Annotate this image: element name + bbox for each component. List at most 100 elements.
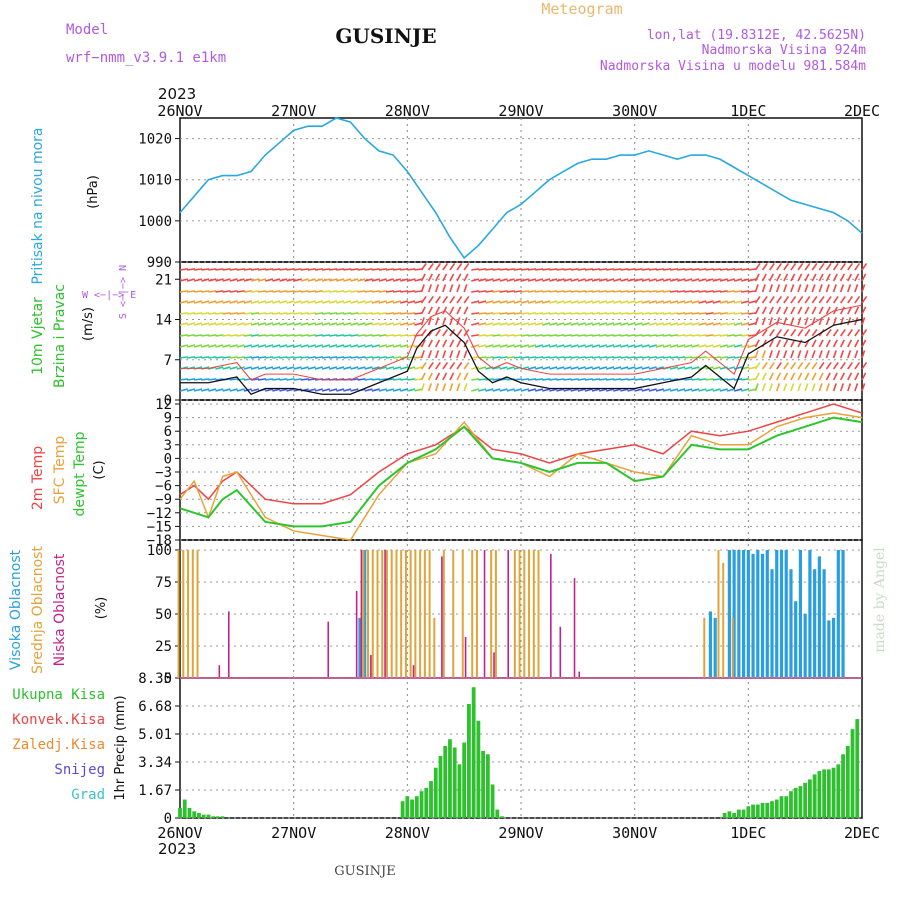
wind-barb [761, 306, 767, 315]
wind-barb [201, 334, 210, 337]
wind-barb [811, 328, 818, 337]
wind-barb [783, 383, 788, 392]
wind-barb [797, 306, 803, 315]
wind-barb [471, 378, 480, 381]
wind-barb [761, 284, 766, 293]
precip-bar [211, 816, 216, 818]
wind-barb [250, 322, 259, 326]
wind-barb [790, 317, 795, 326]
wind-barb [236, 300, 245, 304]
y-tick-label: 1010 [138, 173, 172, 189]
wind-barb [634, 356, 643, 359]
wind-barb [492, 378, 501, 381]
wind-barb [229, 300, 238, 304]
wind-barb [456, 273, 462, 282]
wind-barb [321, 268, 331, 271]
wind-barb [662, 378, 672, 381]
wind-barb [442, 372, 448, 381]
wind-barb [243, 344, 252, 348]
wind-barb [797, 295, 804, 304]
wind-barb [385, 322, 394, 326]
wind-barb [655, 312, 665, 315]
wind-barb [754, 372, 760, 381]
wind-barb [698, 344, 707, 348]
wind-barb [427, 306, 433, 315]
temp-2m-line [179, 403, 863, 505]
wind-barb [343, 388, 352, 392]
precip-bar [826, 769, 831, 818]
wind-barb [527, 344, 537, 348]
precip-legend-conv: Konvek.Kisa [12, 712, 105, 728]
wind-barb [599, 290, 608, 293]
wind-barb [790, 262, 797, 271]
wind-barb [449, 295, 456, 304]
wind-barb [641, 366, 650, 370]
precip-bar [187, 807, 192, 818]
precip-bar [803, 782, 808, 818]
wind-barb [847, 328, 854, 337]
wind-barb [832, 383, 837, 392]
wind-barb [463, 317, 468, 326]
wind-barb [513, 366, 522, 370]
wind-barb [407, 334, 416, 337]
wind-barb [485, 388, 494, 392]
wind-barb [620, 290, 629, 293]
wind-barb [768, 328, 775, 337]
wind-barb [705, 334, 714, 337]
wind-barb [222, 268, 231, 271]
wind-barb [250, 356, 260, 359]
wind-barb [449, 328, 456, 337]
wind-barb [250, 290, 260, 293]
wind-barb [811, 350, 816, 359]
cloud-mid-bar [371, 550, 374, 678]
y-tick-label: 0 [164, 393, 172, 409]
y-tick-label: 25 [155, 639, 172, 655]
wind-barb [627, 312, 636, 315]
wind-barb [364, 356, 373, 359]
wind-barb [471, 344, 480, 348]
y-tick-label: 1020 [138, 132, 172, 148]
wind-barb [768, 372, 774, 381]
wind-barb [307, 290, 316, 293]
wind-barb [520, 312, 530, 315]
wind-barb [385, 334, 395, 337]
cloud-mid-bar [177, 550, 180, 678]
wind-barb [506, 300, 515, 304]
wind-barb [442, 317, 447, 326]
wind-barb [669, 366, 679, 370]
wind-barb [449, 372, 455, 381]
wind-barb [854, 361, 861, 370]
wind-barb [726, 290, 736, 293]
precip-bar [822, 769, 827, 818]
wind-barb [336, 300, 345, 304]
wind-barb [201, 388, 210, 392]
wind-barb [520, 344, 529, 348]
wind-barb [343, 366, 352, 370]
wind-barb [371, 344, 380, 348]
wind-barb [392, 278, 402, 282]
wind-barb [775, 317, 781, 326]
cloud-low-bar [550, 553, 552, 678]
wind-barb [179, 322, 188, 326]
precip-legend-hail: Grad [71, 787, 105, 803]
wind-barb [563, 334, 572, 337]
wind-barb [236, 334, 245, 337]
wind-barb [328, 278, 338, 282]
wind-barb [343, 334, 352, 337]
wind-barb [542, 290, 551, 293]
wind-barb [471, 312, 480, 315]
wind-barb [222, 312, 231, 315]
wind-barb [776, 328, 782, 337]
cloud-mid-bar [196, 550, 199, 678]
wind-barb [662, 278, 672, 282]
wind-barb [691, 322, 700, 326]
wind-barb [506, 366, 515, 370]
wind-barb [222, 322, 231, 326]
wind-barb [364, 388, 373, 392]
wind-barb [499, 322, 508, 326]
wind-barb [243, 312, 252, 315]
wind-barb [832, 317, 837, 326]
wind-barb [229, 334, 238, 337]
cloud-mid-bar [376, 550, 379, 678]
wind-barb [520, 388, 529, 392]
